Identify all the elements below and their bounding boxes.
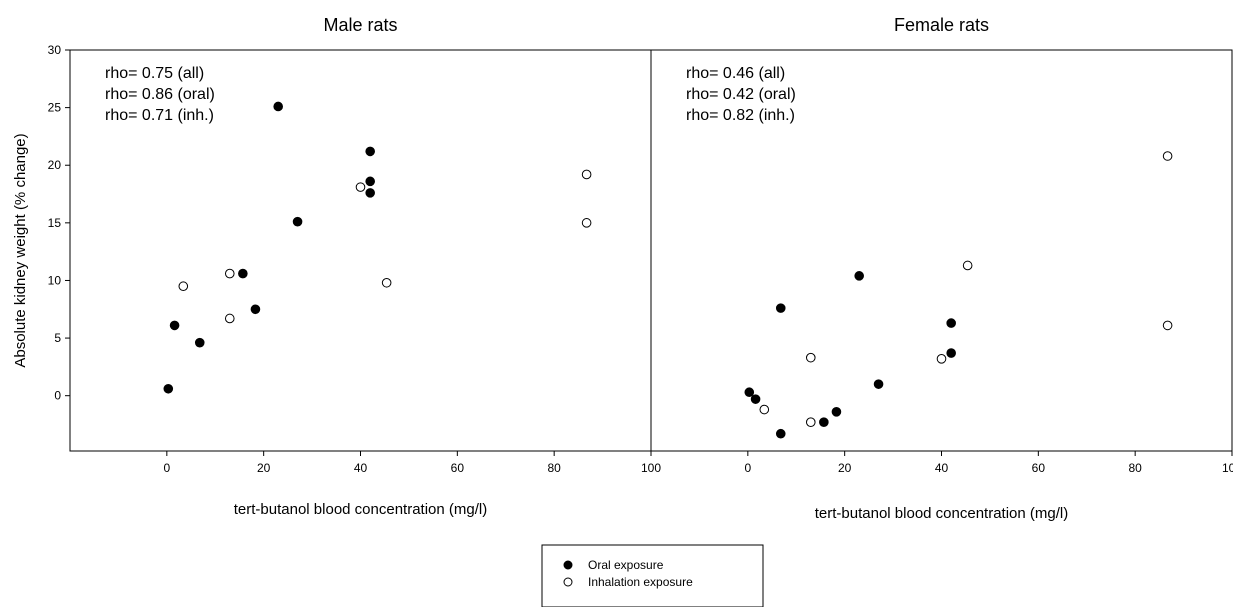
male-oral-point (365, 188, 375, 198)
female-series-inhalation (759, 151, 1173, 427)
male-inhalation-point (381, 277, 392, 288)
female-inhalation-point (805, 417, 816, 427)
male-oral-point (292, 216, 303, 227)
female-inhalation-point (962, 260, 973, 271)
legend-oral-label: Oral exposure (588, 558, 664, 572)
male-panel: Male rats 0 20 40 60 80 100 0 5 10 15 20 25 30 tert-bu… (12, 15, 661, 518)
female-x-tick-label: 20 (838, 461, 852, 475)
male-series-oral (163, 101, 375, 394)
male-oral-point (238, 268, 248, 279)
male-y-tick-label: 0 (54, 389, 61, 403)
female-inhalation-point (1162, 320, 1173, 331)
female-oral-point (750, 394, 761, 404)
male-inhalation-point (581, 169, 592, 180)
female-oral-point (831, 407, 842, 417)
legend-oral-marker (563, 560, 573, 570)
male-oral-point (169, 320, 180, 331)
male-inhalation-point (581, 218, 592, 228)
male-chart-title: Male rats (323, 15, 397, 35)
female-inhalation-point (1162, 151, 1173, 161)
female-rho-annotation: rho= 0.82 (inh.) (686, 107, 795, 124)
male-x-tick-label: 60 (451, 461, 465, 475)
male-rho-annotation: rho= 0.86 (oral) (105, 86, 215, 103)
female-x-tick-label: 80 (1128, 461, 1142, 475)
female-oral-point (744, 387, 755, 398)
legend-inhalation-label: Inhalation exposure (588, 575, 693, 589)
male-y-tick-label: 15 (48, 216, 62, 230)
female-rho-annotation: rho= 0.42 (oral) (686, 86, 796, 103)
male-inhalation-point (224, 313, 235, 324)
male-y-tick-label: 20 (48, 158, 62, 172)
legend-inhalation-marker (563, 577, 573, 587)
male-x-tick-label: 0 (163, 461, 170, 475)
legend-box (541, 544, 764, 607)
female-x-tick-label: 100 (1222, 461, 1233, 475)
legend: Oral exposure Inhalation exposure (541, 544, 764, 607)
female-inhalation-point (936, 354, 947, 364)
female-series-oral (744, 271, 956, 439)
female-x-tick-label: 60 (1032, 461, 1046, 475)
female-rho-annotation: rho= 0.46 (all) (686, 65, 785, 82)
female-x-axis-label: tert-butanol blood concentration (mg/l) (815, 505, 1068, 522)
male-x-tick-label: 80 (547, 461, 561, 475)
male-rho-annotation: rho= 0.71 (inh.) (105, 107, 214, 124)
female-oral-point (946, 318, 956, 328)
female-x-tick-label: 40 (935, 461, 949, 475)
male-oral-point (365, 176, 375, 187)
male-y-tick-label: 10 (48, 273, 62, 287)
female-oral-point (946, 348, 956, 358)
male-series-inhalation (178, 169, 592, 324)
male-oral-point (250, 304, 261, 315)
female-oral-point (775, 428, 786, 439)
male-inhalation-point (224, 268, 235, 279)
male-oral-point (163, 383, 174, 394)
male-x-tick-label: 100 (641, 461, 661, 475)
male-inhalation-point (178, 281, 189, 292)
female-inhalation-point (805, 352, 816, 363)
male-oral-point (194, 337, 205, 348)
female-x-tick-label: 0 (744, 461, 751, 475)
female-oral-point (854, 271, 864, 281)
male-rho-annotation: rho= 0.75 (all) (105, 65, 204, 82)
female-chart-title: Female rats (894, 15, 989, 35)
male-inhalation-point (355, 182, 366, 192)
male-oral-point (365, 146, 375, 157)
male-y-tick-label: 25 (48, 101, 62, 115)
male-x-axis-label: tert-butanol blood concentration (mg/l) (234, 501, 487, 518)
female-inhalation-point (759, 404, 770, 415)
female-oral-point (819, 417, 829, 427)
male-y-axis-label: Absolute kidney weight (% change) (12, 133, 29, 367)
male-x-tick-label: 20 (257, 461, 271, 475)
female-oral-point (775, 303, 786, 313)
female-panel: Female rats 0 20 40 60 80 100 tert-butanol bloo… (650, 15, 1233, 522)
male-x-tick-label: 40 (354, 461, 368, 475)
female-oral-point (873, 379, 884, 389)
male-oral-point (273, 101, 283, 112)
male-y-tick-label: 30 (48, 43, 62, 57)
male-y-tick-label: 5 (54, 331, 61, 345)
